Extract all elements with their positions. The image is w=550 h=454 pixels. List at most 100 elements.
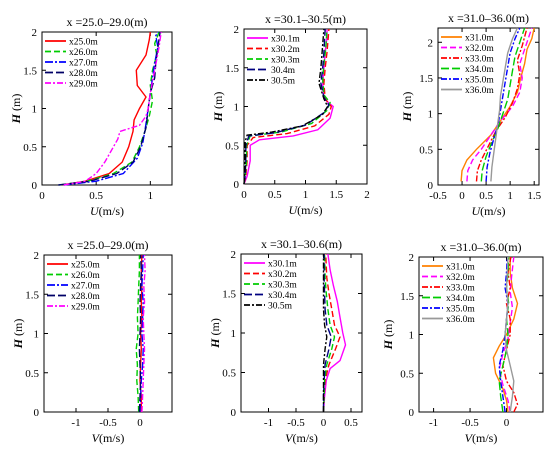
x-axis-variable: U bbox=[90, 204, 100, 218]
y-tick-label: 2 bbox=[34, 250, 40, 262]
series-line-x28.0m bbox=[138, 254, 143, 413]
y-tick-label: 2 bbox=[231, 249, 237, 261]
y-axis-unit: (m) bbox=[9, 94, 23, 114]
x-tick-label: 0 bbox=[459, 190, 465, 202]
y-axis-label: H (m) bbox=[9, 94, 23, 125]
series-line-x27.0m bbox=[139, 254, 144, 413]
y-tick-label: 1 bbox=[32, 104, 38, 116]
x-tick-label: -1 bbox=[264, 417, 273, 429]
series-line-x30.1m bbox=[322, 253, 347, 413]
series-line-x30.3m bbox=[322, 253, 336, 413]
y-tick-label: 2 bbox=[234, 24, 240, 36]
series-line-x31.0m bbox=[492, 257, 519, 413]
x-axis-variable: U bbox=[471, 204, 481, 218]
y-axis-label: H (m) bbox=[381, 320, 395, 351]
plot-frame bbox=[243, 28, 368, 185]
series-line-x30.1m bbox=[243, 29, 334, 185]
legend-entry: x30.1m bbox=[271, 35, 300, 45]
legend-entry: x32.0m bbox=[446, 273, 475, 283]
y-axis-unit: (m) bbox=[211, 92, 225, 112]
x-tick-label: -0.5 bbox=[429, 190, 447, 202]
x-tick-label: 0 bbox=[137, 417, 143, 429]
y-axis-variable: H bbox=[208, 338, 222, 349]
series-line-x25.0m bbox=[61, 31, 151, 186]
plot-frame bbox=[41, 31, 173, 186]
y-axis-label: H (m) bbox=[400, 92, 414, 123]
x-axis-label: U(m/s) bbox=[90, 204, 124, 218]
chart-title: x =31.0–36.0(m) bbox=[448, 11, 529, 25]
x-tick-label: 1 bbox=[303, 189, 309, 201]
y-tick-label: 0.5 bbox=[400, 368, 414, 380]
y-axis-label: H (m) bbox=[208, 318, 222, 349]
series-line-x34.0m bbox=[480, 27, 526, 182]
legend-entry: x35.0m bbox=[446, 305, 475, 315]
chart-title: x =31.0–36.0(m) bbox=[440, 240, 521, 254]
x-axis-label: U(m/s) bbox=[288, 203, 322, 217]
y-tick-label: 1 bbox=[34, 329, 40, 341]
y-tick-label: 1 bbox=[234, 102, 240, 114]
y-tick-label: 1.5 bbox=[400, 291, 414, 303]
y-axis-variable: H bbox=[400, 111, 414, 122]
y-tick-label: 1.5 bbox=[225, 63, 239, 75]
chart-title: x =30.1–30.6(m) bbox=[261, 237, 342, 251]
legend-entry: 30.5m bbox=[271, 77, 296, 87]
y-tick-label: 1.5 bbox=[419, 73, 433, 85]
y-tick-label: 1 bbox=[231, 328, 237, 340]
y-tick-label: 0 bbox=[32, 180, 38, 192]
x-axis-variable: U bbox=[288, 203, 298, 217]
y-axis-unit: (m) bbox=[400, 92, 414, 112]
series-line-x26.0m bbox=[59, 31, 160, 186]
x-tick-label: -1 bbox=[429, 417, 438, 429]
legend-entry: x26.0m bbox=[71, 271, 100, 281]
x-tick-label: 1.5 bbox=[329, 189, 343, 201]
y-tick-label: 1 bbox=[409, 330, 415, 342]
y-tick-label: 0 bbox=[409, 407, 415, 419]
legend-entry: x33.0m bbox=[465, 55, 494, 65]
legend-entry: x30.3m bbox=[268, 281, 297, 291]
chart-title: x =25.0–29.0(m) bbox=[67, 238, 148, 252]
x-tick-label: 1.5 bbox=[527, 190, 541, 202]
x-axis-unit: (m/s) bbox=[99, 204, 124, 218]
y-tick-label: 0.5 bbox=[225, 140, 239, 152]
series-line-x31.0m bbox=[460, 27, 535, 182]
legend-entry: x28.0m bbox=[69, 69, 98, 79]
series-line-x36.0m bbox=[490, 27, 519, 182]
series-line-x35.0m bbox=[498, 256, 509, 413]
series-line-30.5m bbox=[322, 254, 328, 412]
plot-frame bbox=[240, 253, 363, 413]
y-axis-variable: H bbox=[381, 339, 395, 350]
chart-panel-6: -1 -0.5 0 0 0.5 1 1.5 2 x =31.0–36.0(m) V(m/s) H (… bbox=[381, 240, 544, 445]
x-axis-label: V(m/s) bbox=[285, 431, 318, 445]
x-tick-label: 0 bbox=[504, 417, 510, 429]
plot-frame bbox=[43, 254, 173, 413]
legend-entry: x25.0m bbox=[71, 261, 100, 271]
y-tick-label: 1 bbox=[428, 109, 434, 121]
x-axis-variable: V bbox=[285, 431, 294, 445]
x-tick-label: 0.5 bbox=[479, 190, 493, 202]
legend-entry: x25.0m bbox=[69, 38, 98, 48]
plot-frame bbox=[437, 27, 540, 186]
chart-panel-3: -0.5 0 0.5 1 1.500.511.52x =31.0–36.0(m)U(m/… bbox=[400, 11, 542, 218]
y-tick-label: 1.5 bbox=[222, 289, 236, 301]
x-tick-label: 0 bbox=[241, 189, 247, 201]
series-line-x33.0m bbox=[475, 27, 528, 182]
x-axis-variable: V bbox=[465, 431, 474, 445]
series-line-x33.0m bbox=[502, 256, 519, 413]
series-line-x36.0m bbox=[504, 256, 515, 413]
x-tick-label: 0.5 bbox=[344, 417, 358, 429]
x-tick-label: -0.5 bbox=[287, 417, 305, 429]
series-line-x32.0m bbox=[466, 27, 533, 182]
y-tick-label: 2 bbox=[428, 37, 434, 49]
y-axis-variable: H bbox=[9, 113, 23, 124]
legend-entry: x29.0m bbox=[71, 303, 100, 313]
legend-entry: x33.0m bbox=[446, 284, 475, 294]
y-axis-variable: H bbox=[211, 111, 225, 122]
legend-entry: x35.0m bbox=[465, 76, 494, 86]
y-axis-variable: H bbox=[11, 338, 25, 349]
chart-title: x =30.1–30.5(m) bbox=[265, 12, 346, 26]
